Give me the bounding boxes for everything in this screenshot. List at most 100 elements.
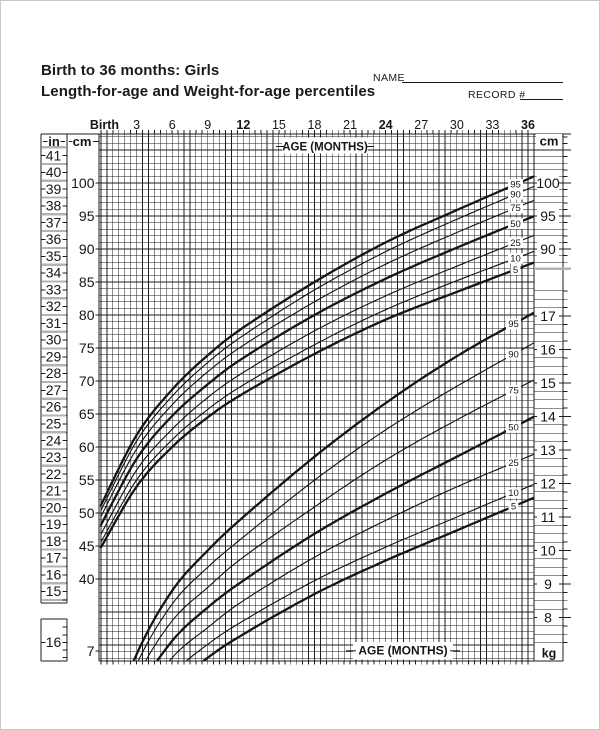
- cm-axis-tick-label-left: 95: [79, 208, 95, 224]
- cm-axis-tick-label-left: 70: [79, 373, 95, 389]
- cm-axis-header-right: cm: [540, 134, 559, 149]
- record-number-input-line[interactable]: [520, 87, 563, 100]
- in-axis-tick-label: 21: [46, 483, 62, 499]
- right-ruler-separator: [534, 267, 571, 271]
- length-curve-percentile-label: 5: [513, 265, 518, 276]
- length-curve-percentile-label: 95: [510, 180, 521, 191]
- length-curve-label-backing: [508, 202, 523, 214]
- kg-axis-tick-label-right: 9: [544, 576, 552, 592]
- in-axis-tick-label: 17: [46, 550, 62, 566]
- cm-axis-tick-label-left: 100: [71, 175, 95, 191]
- kg-axis-tick-label-right: 17: [540, 308, 556, 324]
- right-kg-label-backing: [537, 577, 559, 591]
- length-curve-percentile-label: 50: [510, 219, 521, 230]
- right-kg-label-backing: [537, 443, 559, 457]
- right-kg-label-backing: [537, 543, 559, 558]
- in-axis-tick-label: 29: [46, 348, 62, 364]
- lb-axis-tick-label: 16: [46, 634, 62, 650]
- axis-rulers: [40, 134, 571, 662]
- age-title-bottom-backing: [353, 642, 453, 660]
- cm-axis-tick-label-left: 45: [79, 538, 95, 554]
- in-axis-tick-label: 25: [46, 416, 62, 432]
- age-month-label: 6: [169, 118, 176, 132]
- weight-curve-label-backing: [508, 501, 519, 512]
- right-cm-label-backing: [537, 176, 559, 190]
- length-curve-label-backing: [508, 237, 523, 249]
- weight-curve-percentile-label: 50: [508, 423, 519, 434]
- age-axis-title-bottom: AGE (MONTHS): [358, 644, 447, 658]
- right-cm-header-backing: [536, 134, 562, 149]
- age-month-label: 33: [485, 118, 499, 132]
- weight-curve-75th: [144, 379, 534, 661]
- age-axis-title-top: AGE (MONTHS): [282, 142, 368, 154]
- right-kg-label-backing: [537, 476, 559, 491]
- in-axis-tick-label: 24: [46, 432, 62, 448]
- in-axis-tick-label: 39: [46, 181, 62, 197]
- in-axis-tick-label: 31: [46, 315, 62, 331]
- age-month-label: 21: [343, 118, 357, 132]
- age-month-label: 9: [204, 118, 211, 132]
- weight-curve-label-backing: [506, 385, 521, 396]
- cm-axis-tick-label-right: 100: [536, 175, 560, 191]
- cm-axis-tick-label-left: 55: [79, 472, 95, 488]
- kg-axis-tick-label-left: 7: [87, 643, 95, 659]
- name-input-line[interactable]: [402, 70, 563, 83]
- length-curve-percentile-label: 10: [510, 254, 521, 265]
- in-axis-tick-label: 30: [46, 332, 62, 348]
- length-curve-percentile-label: 25: [510, 238, 521, 249]
- length-curve-label-backing: [510, 264, 521, 275]
- cm-axis-tick-label-left: 50: [79, 505, 95, 521]
- age-month-label: 15: [272, 118, 286, 132]
- kg-axis-tick-label-right: 13: [540, 442, 556, 458]
- length-curve-25th: [100, 234, 534, 535]
- weight-curve-5th: [201, 496, 534, 661]
- kg-axis-tick-label-right: 12: [540, 476, 556, 492]
- weight-curve-label-backing: [506, 487, 521, 499]
- weight-curve-percentile-label: 90: [508, 349, 519, 360]
- kg-axis-tick-label-right: 14: [540, 409, 556, 425]
- weight-curve-percentile-label: 75: [508, 386, 519, 397]
- in-axis-tick-label: 33: [46, 281, 62, 297]
- age-month-label: 30: [450, 118, 464, 132]
- age-month-label: 36: [521, 118, 535, 132]
- age-title-top-backing: [282, 137, 368, 154]
- length-curve-50th: [99, 214, 534, 527]
- in-axis-tick-label: 18: [46, 533, 62, 549]
- in-axis-tick-label: 34: [46, 265, 62, 281]
- percentile-curves: [99, 175, 534, 661]
- right-cm-label-backing: [537, 209, 559, 223]
- cm-axis-tick-label-left: 80: [79, 307, 95, 323]
- weight-curve-90th: [137, 342, 534, 661]
- kg-unit-backing: [538, 645, 561, 659]
- age-month-label: 18: [308, 118, 322, 132]
- length-curve-10th: [100, 250, 534, 543]
- cm-axis-tick-label-left: 60: [79, 439, 95, 455]
- kg-axis-tick-label-right: 15: [540, 375, 556, 391]
- length-curve-label-backing: [508, 218, 523, 229]
- in-axis-tick-label: 20: [46, 499, 62, 515]
- weight-curve-percentile-label: 10: [508, 488, 519, 499]
- in-axis-tick-label: 27: [46, 382, 62, 398]
- record-number-label: RECORD #: [468, 89, 526, 101]
- cm-axis-tick-label-left: 75: [79, 340, 95, 356]
- axis-labels: 4140393837363534333231302928272625242322…: [46, 118, 562, 661]
- weight-curve-percentile-label: 25: [508, 458, 519, 469]
- age-month-label: 24: [379, 118, 393, 132]
- length-curve-label-backing: [508, 188, 523, 200]
- length-curve-percentile-label: 90: [510, 189, 521, 200]
- weight-curve-percentile-label: 95: [508, 319, 519, 330]
- cm-axis-tick-label-left: 65: [79, 406, 95, 422]
- kg-axis-tick-label-right: 11: [541, 509, 556, 525]
- age-month-label: 3: [133, 118, 140, 132]
- in-axis-tick-label: 19: [46, 516, 62, 532]
- in-axis-tick-label: 22: [46, 466, 62, 482]
- weight-curve-percentile-label: 5: [511, 502, 516, 513]
- in-axis-tick-label: 28: [46, 365, 62, 381]
- right-cm-label-backing: [537, 242, 559, 256]
- in-axis-tick-label: 37: [46, 214, 62, 230]
- cm-axis-header-left: cm: [73, 134, 92, 149]
- name-label: NAME: [373, 72, 405, 84]
- cm-axis-tick-label-right: 90: [540, 241, 556, 257]
- weight-curve-label-backing: [506, 457, 521, 469]
